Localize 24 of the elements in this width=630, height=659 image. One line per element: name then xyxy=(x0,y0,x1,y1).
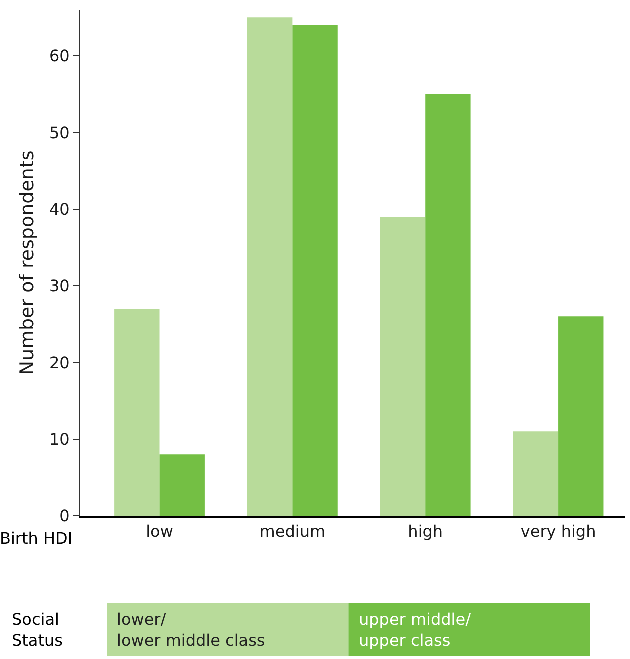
x-axis-title: Birth HDI xyxy=(0,529,73,548)
x-tick-label: low xyxy=(146,522,174,542)
bar xyxy=(292,25,338,516)
x-tick-label: medium xyxy=(260,522,326,542)
y-tick-label: 20 xyxy=(49,353,70,372)
bar xyxy=(380,217,426,516)
y-tick-label: 60 xyxy=(49,46,70,66)
bar xyxy=(114,309,160,516)
y-axis-title: Number of respondents xyxy=(16,150,38,376)
legend-title: Social Status xyxy=(12,610,63,650)
x-tick-label: very high xyxy=(520,522,596,542)
bar xyxy=(247,18,293,516)
bar xyxy=(513,432,559,516)
y-tick-label: 50 xyxy=(49,123,70,142)
bar xyxy=(558,316,604,516)
y-tick-label: 0 xyxy=(60,506,70,526)
text: upper middle/ upper class xyxy=(359,610,472,650)
text: lower/ lower middle class xyxy=(117,610,266,650)
bar xyxy=(426,94,471,516)
y-tick-label: 30 xyxy=(49,276,70,296)
y-tick-label: 10 xyxy=(49,430,70,449)
x-tick-label: high xyxy=(408,522,444,542)
y-tick-label: 40 xyxy=(49,200,70,219)
bar xyxy=(160,454,205,516)
